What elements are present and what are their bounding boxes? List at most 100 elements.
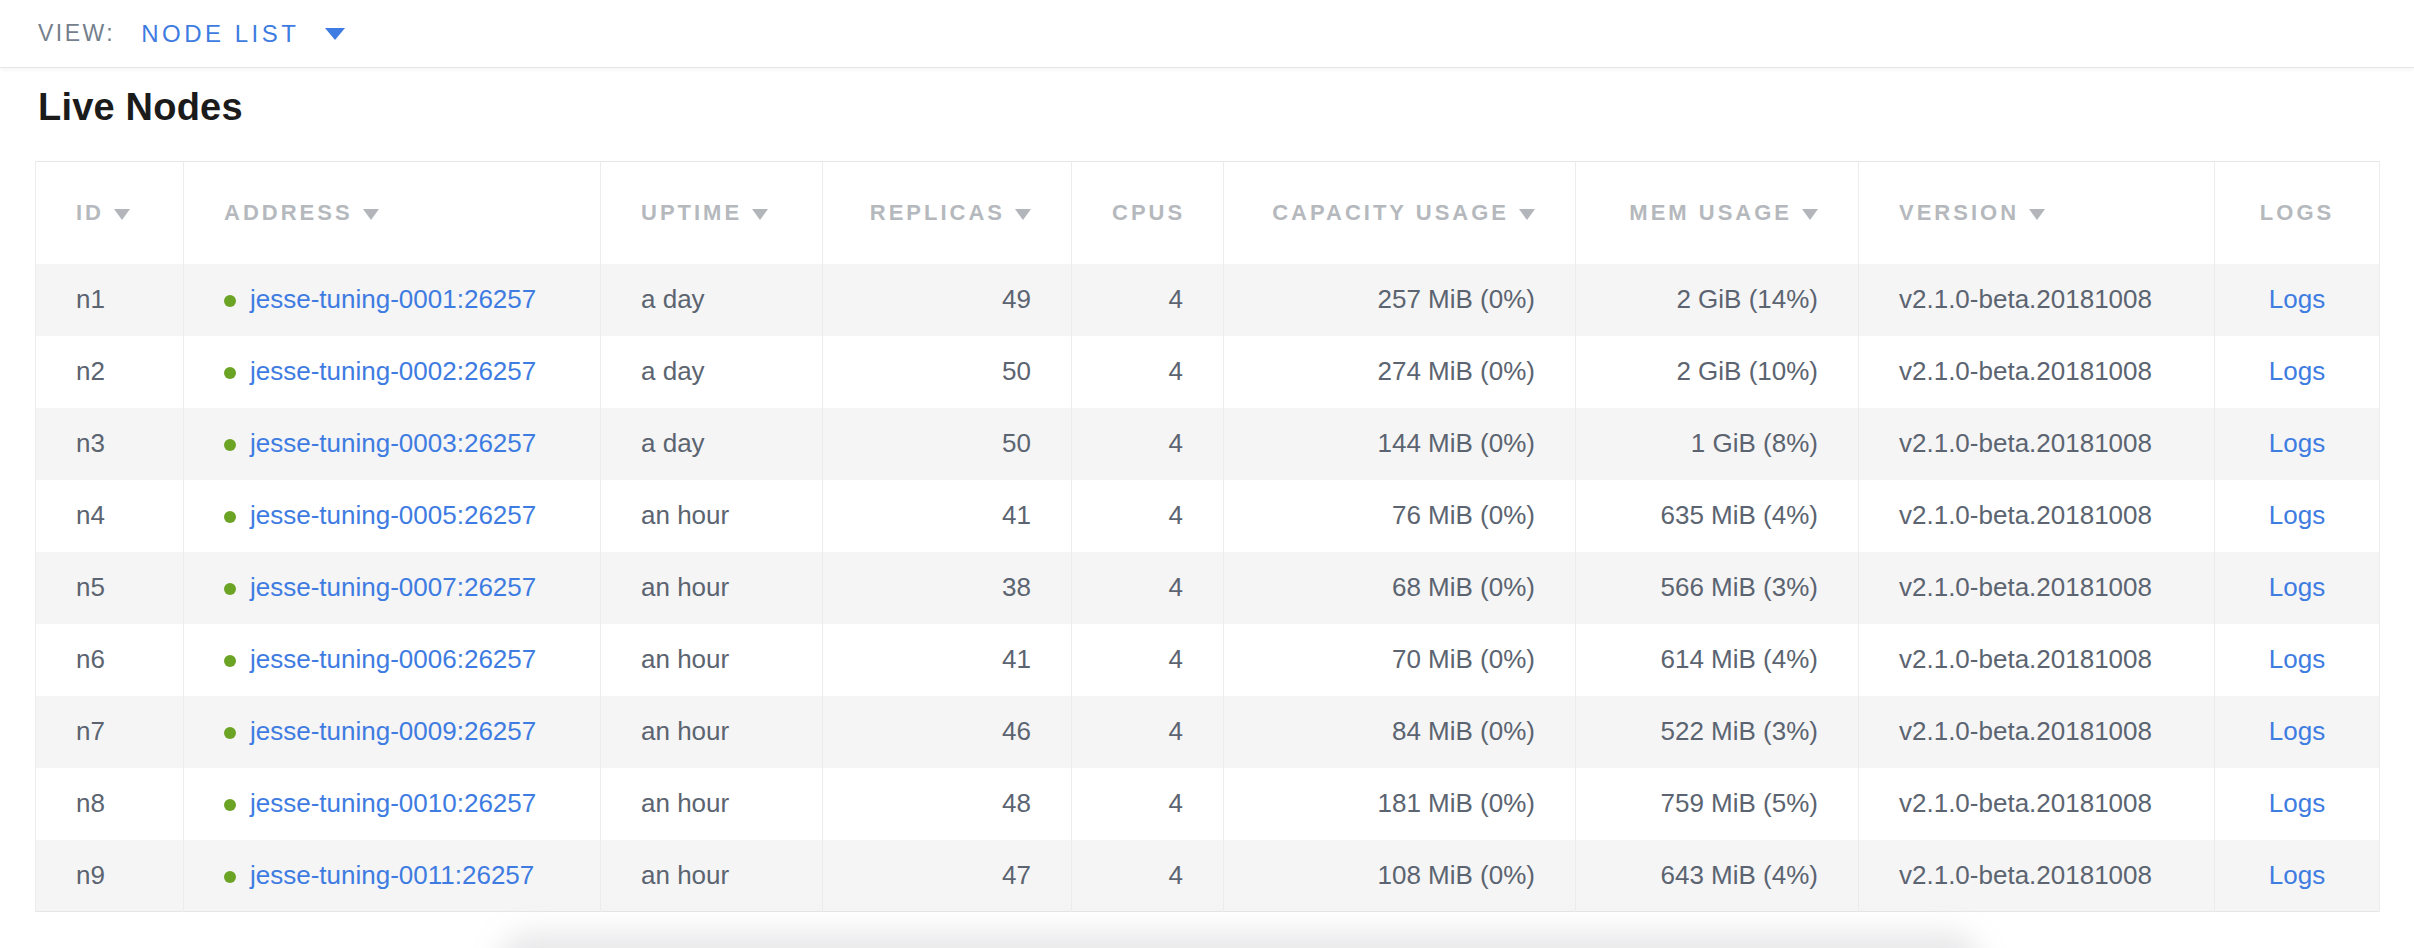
column-header-uptime[interactable]: UPTIME (601, 162, 823, 264)
cell-uptime: an hour (601, 480, 823, 552)
node-address-link[interactable]: jesse-tuning-0007:26257 (250, 572, 536, 602)
logs-link[interactable]: Logs (2269, 644, 2325, 674)
cell-cpus: 4 (1072, 840, 1224, 912)
cell-cpus: 4 (1072, 624, 1224, 696)
live-status-dot-icon (224, 439, 236, 451)
table-row: n2jesse-tuning-0002:26257a day504274 MiB… (36, 336, 2380, 408)
cell-uptime: an hour (601, 696, 823, 768)
cell-logs: Logs (2215, 624, 2380, 696)
table-row: n1jesse-tuning-0001:26257a day494257 MiB… (36, 264, 2380, 336)
caret-down-icon (325, 28, 345, 40)
cell-logs: Logs (2215, 480, 2380, 552)
column-header-address[interactable]: ADDRESS (184, 162, 601, 264)
cell-id: n6 (36, 624, 184, 696)
cell-replicas: 50 (823, 408, 1072, 480)
cell-replicas: 41 (823, 624, 1072, 696)
cell-logs: Logs (2215, 840, 2380, 912)
live-status-dot-icon (224, 871, 236, 883)
logs-link[interactable]: Logs (2269, 500, 2325, 530)
view-selector-dropdown[interactable]: NODE LIST (141, 20, 345, 48)
node-address-link[interactable]: jesse-tuning-0010:26257 (250, 788, 536, 818)
logs-link[interactable]: Logs (2269, 428, 2325, 458)
cell-address: jesse-tuning-0009:26257 (184, 696, 601, 768)
column-header-replicas[interactable]: REPLICAS (823, 162, 1072, 264)
cell-capacity: 84 MiB (0%) (1224, 696, 1576, 768)
cell-replicas: 47 (823, 840, 1072, 912)
cell-uptime: an hour (601, 768, 823, 840)
cell-cpus: 4 (1072, 552, 1224, 624)
cell-replicas: 50 (823, 336, 1072, 408)
column-header-label: LOGS (2260, 200, 2334, 225)
logs-link[interactable]: Logs (2269, 572, 2325, 602)
table-row: n8jesse-tuning-0010:26257an hour484181 M… (36, 768, 2380, 840)
live-status-dot-icon (224, 295, 236, 307)
column-header-cpus: CPUS (1072, 162, 1224, 264)
view-label: VIEW: (38, 20, 115, 47)
table-row: n5jesse-tuning-0007:26257an hour38468 Mi… (36, 552, 2380, 624)
cell-version: v2.1.0-beta.20181008 (1859, 768, 2215, 840)
table-row: n4jesse-tuning-0005:26257an hour41476 Mi… (36, 480, 2380, 552)
cell-capacity: 144 MiB (0%) (1224, 408, 1576, 480)
cell-id: n5 (36, 552, 184, 624)
logs-link[interactable]: Logs (2269, 788, 2325, 818)
cell-capacity: 257 MiB (0%) (1224, 264, 1576, 336)
cell-replicas: 49 (823, 264, 1072, 336)
cell-cpus: 4 (1072, 264, 1224, 336)
node-address-link[interactable]: jesse-tuning-0011:26257 (250, 860, 534, 890)
logs-link[interactable]: Logs (2269, 860, 2325, 890)
node-address-link[interactable]: jesse-tuning-0001:26257 (250, 284, 536, 314)
cell-id: n8 (36, 768, 184, 840)
sort-caret-icon (2029, 209, 2045, 220)
table-row: n7jesse-tuning-0009:26257an hour46484 Mi… (36, 696, 2380, 768)
cell-id: n1 (36, 264, 184, 336)
cell-uptime: a day (601, 408, 823, 480)
node-address-link[interactable]: jesse-tuning-0002:26257 (250, 356, 536, 386)
sort-caret-icon (114, 209, 130, 220)
node-address-link[interactable]: jesse-tuning-0006:26257 (250, 644, 536, 674)
cell-id: n3 (36, 408, 184, 480)
cell-id: n7 (36, 696, 184, 768)
cell-uptime: a day (601, 336, 823, 408)
logs-link[interactable]: Logs (2269, 284, 2325, 314)
cell-address: jesse-tuning-0010:26257 (184, 768, 601, 840)
live-status-dot-icon (224, 655, 236, 667)
cell-version: v2.1.0-beta.20181008 (1859, 552, 2215, 624)
column-header-label: ID (76, 200, 104, 225)
sort-caret-icon (1015, 209, 1031, 220)
cell-version: v2.1.0-beta.20181008 (1859, 408, 2215, 480)
logs-link[interactable]: Logs (2269, 356, 2325, 386)
table-row: n3jesse-tuning-0003:26257a day504144 MiB… (36, 408, 2380, 480)
live-status-dot-icon (224, 511, 236, 523)
cell-version: v2.1.0-beta.20181008 (1859, 336, 2215, 408)
table-row: n6jesse-tuning-0006:26257an hour41470 Mi… (36, 624, 2380, 696)
cell-uptime: an hour (601, 552, 823, 624)
column-header-version[interactable]: VERSION (1859, 162, 2215, 264)
cell-mem: 566 MiB (3%) (1576, 552, 1859, 624)
column-header-mem[interactable]: MEM USAGE (1576, 162, 1859, 264)
column-header-id[interactable]: ID (36, 162, 184, 264)
cell-address: jesse-tuning-0005:26257 (184, 480, 601, 552)
cell-version: v2.1.0-beta.20181008 (1859, 480, 2215, 552)
cell-logs: Logs (2215, 768, 2380, 840)
cell-logs: Logs (2215, 336, 2380, 408)
column-header-capacity[interactable]: CAPACITY USAGE (1224, 162, 1576, 264)
cell-address: jesse-tuning-0007:26257 (184, 552, 601, 624)
node-address-link[interactable]: jesse-tuning-0003:26257 (250, 428, 536, 458)
cell-capacity: 274 MiB (0%) (1224, 336, 1576, 408)
cell-mem: 635 MiB (4%) (1576, 480, 1859, 552)
cell-mem: 643 MiB (4%) (1576, 840, 1859, 912)
node-address-link[interactable]: jesse-tuning-0009:26257 (250, 716, 536, 746)
cell-cpus: 4 (1072, 336, 1224, 408)
cell-mem: 522 MiB (3%) (1576, 696, 1859, 768)
view-bar: VIEW: NODE LIST (0, 0, 2414, 68)
table-row: n9jesse-tuning-0011:26257an hour474108 M… (36, 840, 2380, 912)
cell-cpus: 4 (1072, 768, 1224, 840)
live-status-dot-icon (224, 367, 236, 379)
node-address-link[interactable]: jesse-tuning-0005:26257 (250, 500, 536, 530)
cell-logs: Logs (2215, 696, 2380, 768)
cell-capacity: 76 MiB (0%) (1224, 480, 1576, 552)
cell-version: v2.1.0-beta.20181008 (1859, 696, 2215, 768)
logs-link[interactable]: Logs (2269, 716, 2325, 746)
view-selected-value: NODE LIST (141, 20, 299, 48)
live-status-dot-icon (224, 799, 236, 811)
